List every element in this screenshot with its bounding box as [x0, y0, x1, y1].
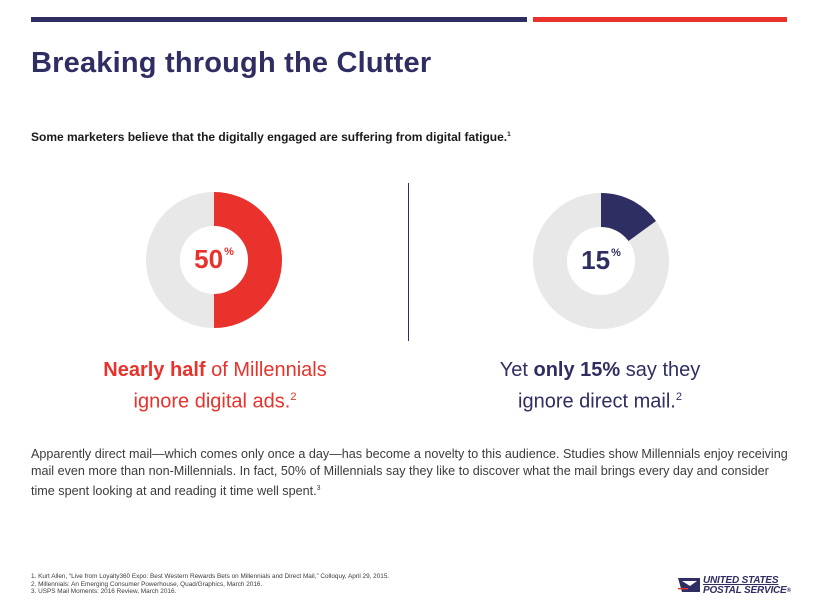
logo-wordmark: UNITED STATES POSTAL SERVICE®: [703, 576, 791, 596]
caption-line-2: ignore digital ads.: [133, 390, 291, 413]
body-footnote-ref: 3: [316, 485, 321, 492]
body-text: Apparently direct mail—which comes only …: [31, 447, 788, 499]
logo-line-1: UNITED STATES: [703, 575, 779, 586]
logo-line-2: POSTAL SERVICE: [703, 585, 787, 596]
footnote-item: 3. USPS Mail Moments: 2016 Review, March…: [31, 588, 177, 596]
header-rule-navy: [31, 17, 527, 22]
usps-logo: UNITED STATES POSTAL SERVICE®: [678, 576, 791, 596]
body-paragraph: Apparently direct mail—which comes only …: [31, 446, 791, 500]
caption-footnote-ref: 2: [290, 391, 297, 403]
stat-direct-mail-value: 15%: [551, 245, 651, 276]
footnote-item: 2. Millennials: An Emerging Consumer Pow…: [31, 580, 263, 588]
footnote-item: 1. Kurt Allen, “Live from Loyalty360 Exp…: [31, 573, 390, 580]
page-title: Breaking through the Clutter: [31, 47, 432, 79]
stat-number: 15: [581, 245, 611, 275]
caption-emphasis: only 15%: [533, 359, 621, 381]
caption-footnote-ref: 2: [675, 391, 682, 403]
header-rule-red: [533, 17, 787, 22]
column-divider: [408, 183, 409, 341]
intro-footnote-ref: 1: [507, 131, 511, 138]
footnotes: 1. Kurt Allen, “Live from Loyalty360 Exp…: [31, 573, 389, 596]
stat-unit: %: [224, 246, 234, 258]
donut-chart-digital-ads: [146, 192, 282, 328]
stat-number: 50: [194, 244, 224, 274]
stat-direct-mail-caption: Yet only 15% say they ignore direct mail.…: [445, 357, 755, 416]
stat-digital-ads-value: 50%: [164, 244, 264, 275]
caption-text: say they: [620, 359, 701, 381]
caption-line-2: ignore direct mail.: [518, 390, 676, 413]
caption-emphasis: Nearly half: [103, 359, 206, 381]
intro-statement: Some marketers believe that the digitall…: [31, 130, 511, 144]
registered-mark: ®: [786, 588, 791, 594]
donut-value-arc: [213, 192, 282, 328]
caption-text: of Millennials: [205, 359, 327, 381]
donut-value-arc: [600, 193, 657, 242]
stat-unit: %: [611, 247, 621, 259]
intro-text: Some marketers believe that the digitall…: [31, 130, 508, 144]
caption-prefix: Yet: [499, 359, 534, 381]
stat-digital-ads-caption: Nearly half of Millennials ignore digital…: [60, 357, 370, 416]
eagle-icon: [678, 578, 700, 592]
donut-chart-direct-mail: [533, 193, 669, 329]
